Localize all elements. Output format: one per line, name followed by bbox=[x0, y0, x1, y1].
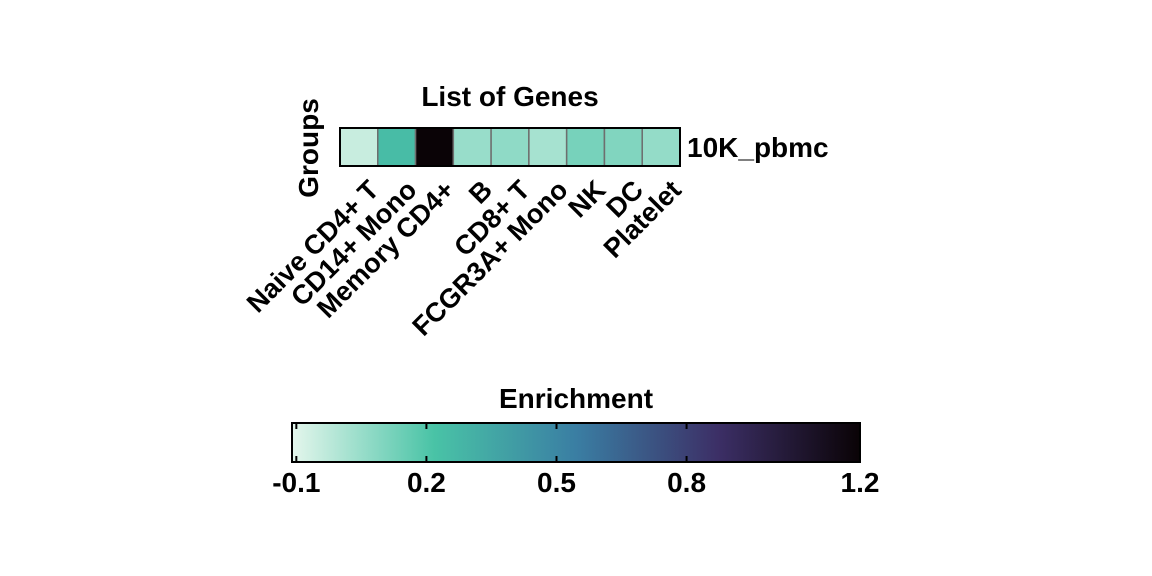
colorbar-tick-label: 0.2 bbox=[407, 467, 446, 498]
heatmap-cell bbox=[641, 127, 681, 167]
heatmap-cell bbox=[452, 127, 492, 167]
heatmap-cell bbox=[339, 127, 379, 167]
heatmap-frame bbox=[339, 127, 681, 167]
colorbar-title: Enrichment bbox=[499, 383, 653, 414]
colorbar bbox=[291, 422, 861, 463]
y-axis-label: Groups bbox=[293, 98, 324, 198]
colorbar-tick-label: 1.2 bbox=[841, 467, 880, 498]
colorbar-tick-label: 0.8 bbox=[667, 467, 706, 498]
column-label: Platelet bbox=[598, 175, 687, 264]
heatmap-cell bbox=[528, 127, 568, 167]
heatmap-cells bbox=[339, 127, 681, 167]
heatmap-cell bbox=[377, 127, 417, 167]
heatmap-cell bbox=[490, 127, 530, 167]
row-label: 10K_pbmc bbox=[687, 132, 829, 163]
heatmap-cell bbox=[565, 127, 606, 167]
heatmap-cell bbox=[603, 127, 643, 167]
colorbar-tick-label: -0.1 bbox=[272, 467, 320, 498]
colorbar-tick-label: 0.5 bbox=[537, 467, 576, 498]
chart-title: List of Genes bbox=[421, 81, 598, 112]
heatmap-cell bbox=[414, 127, 455, 167]
colorbar-ticks: -0.1 0.2 0.5 0.8 1.2 bbox=[272, 423, 879, 498]
row-labels: 10K_pbmc bbox=[687, 132, 829, 163]
